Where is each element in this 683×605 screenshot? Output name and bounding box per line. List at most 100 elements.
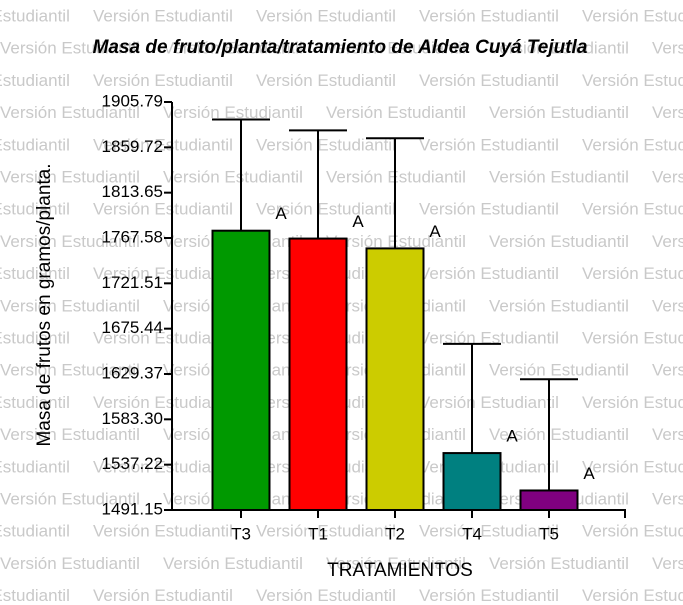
watermark: Versión Estudiantil <box>0 103 140 122</box>
watermark: Versión Estudiantil <box>0 457 70 476</box>
group-label: A <box>275 204 287 223</box>
group-label: A <box>506 427 518 446</box>
x-axis-label: TRATAMIENTOS <box>327 560 473 581</box>
x-tick-label: T2 <box>385 524 405 543</box>
chart-title: Masa de fruto/planta/tratamiento de Alde… <box>93 37 588 58</box>
bar <box>211 229 271 511</box>
watermark: Versión Estudiantil <box>0 6 70 25</box>
watermark: Versión Estudiantil <box>0 425 140 444</box>
watermark: Versión Estudiantil <box>489 167 629 186</box>
watermark: Versión Estudiantil <box>93 135 233 154</box>
watermark: Versión Estudiantil <box>93 457 233 476</box>
watermark: Versión Estudiantil <box>489 425 629 444</box>
watermark: Versión Estudiantil <box>0 489 140 508</box>
watermark: Versión Estudiantil <box>163 554 303 573</box>
watermark: Versión Estudiantil <box>582 264 683 283</box>
y-tick-label: 1583.30 <box>102 409 163 428</box>
watermark: Versión Estudiantil <box>93 328 233 347</box>
watermark: Versión Estudiantil <box>652 425 683 444</box>
watermark: Versión Estudiantil <box>93 264 233 283</box>
watermark: Versión Estudiantil <box>256 71 396 90</box>
watermark: Versión Estudiantil <box>93 6 233 25</box>
x-tick-label: T5 <box>539 524 559 543</box>
watermark: Versión Estudiantil <box>419 6 559 25</box>
watermark: Versión Estudiantil <box>582 522 683 541</box>
watermark: Versión Estudiantil <box>93 200 233 219</box>
watermark: Versión Estudiantil <box>326 39 466 58</box>
watermark: Versión Estudiantil <box>93 393 233 412</box>
watermark: Versión Estudiantil <box>0 554 140 573</box>
watermark: Versión Estudiantil <box>419 522 559 541</box>
watermark: Versión Estudiantil <box>0 264 70 283</box>
group-label: A <box>583 464 595 483</box>
watermark: Versión Estudiantil <box>256 135 396 154</box>
y-axis-label: Masa de frutos en gramos/planta. <box>34 163 55 446</box>
y-tick-label: 1859.72 <box>102 137 163 156</box>
watermark: Versión Estudiantil <box>0 586 70 605</box>
watermark: Versión Estudiantil <box>489 361 629 380</box>
watermark-layer: Versión Estudiantil Versión Estudiantil Ve… <box>0 6 683 605</box>
watermark: Versión Estudiantil <box>419 328 559 347</box>
watermark: Versión Estudiantil <box>256 200 396 219</box>
y-tick-label: 1813.65 <box>102 182 163 201</box>
watermark: Versión Estudiantil <box>652 167 683 186</box>
watermark: Versión Estudiantil <box>582 328 683 347</box>
y-tick-label: 1491.15 <box>102 499 163 518</box>
watermark: Versión Estudiantil <box>93 522 233 541</box>
watermark: Versión Estudiantil <box>0 71 70 90</box>
watermark: Versión Estudiantil <box>489 554 629 573</box>
watermark: Versión Estudiantil <box>419 264 559 283</box>
group-label: A <box>352 212 364 231</box>
watermark: Versión Estudiantil <box>0 296 140 315</box>
watermark: Versión Estudiantil <box>582 457 683 476</box>
watermark: Versión Estudiantil <box>0 328 70 347</box>
bar <box>519 489 579 511</box>
watermark: Versión Estudiantil <box>582 393 683 412</box>
group-label: A <box>429 222 441 241</box>
watermark: Versión Estudiantil <box>652 103 683 122</box>
y-tick-label: 1905.79 <box>102 91 163 110</box>
watermark: Versión Estudiantil <box>652 39 683 58</box>
watermark: Versión Estudiantil <box>163 103 303 122</box>
watermark: Versión Estudiantil <box>419 393 559 412</box>
watermark: Versión Estudiantil <box>0 361 140 380</box>
watermark: Versión Estudiantil <box>163 39 303 58</box>
x-tick-label: T4 <box>462 524 482 543</box>
watermark: Versión Estudiantil <box>0 135 70 154</box>
y-tick-label: 1675.44 <box>102 318 163 337</box>
watermark: Versión Estudiantil <box>256 6 396 25</box>
watermark: Versión Estudiantil <box>93 71 233 90</box>
watermark: Versión Estudiantil <box>652 361 683 380</box>
watermark: Versión Estudiantil <box>419 200 559 219</box>
watermark: Versión Estudiantil <box>163 167 303 186</box>
bar <box>288 237 348 511</box>
watermark: Versión Estudiantil <box>489 39 629 58</box>
watermark: Versión Estudiantil <box>652 489 683 508</box>
watermark: Versión Estudiantil <box>419 135 559 154</box>
watermark: Versión Estudiantil <box>419 71 559 90</box>
watermark: Versión Estudiantil <box>582 200 683 219</box>
watermark: Versión Estudiantil <box>0 522 70 541</box>
watermark: Versión Estudiantil <box>652 232 683 251</box>
watermark: Versión Estudiantil <box>0 232 140 251</box>
watermark: Versión Estudiantil <box>0 167 140 186</box>
watermark: Versión Estudiantil <box>256 522 396 541</box>
watermark: Versión Estudiantil <box>582 586 683 605</box>
watermark: Versión Estudiantil <box>652 296 683 315</box>
watermark: Versión Estudiantil <box>0 39 140 58</box>
x-tick-label: T3 <box>231 524 251 543</box>
watermark: Versión Estudiantil <box>489 103 629 122</box>
y-tick-label: 1629.37 <box>102 363 163 382</box>
watermark: Versión Estudiantil <box>582 6 683 25</box>
watermark: Versión Estudiantil <box>0 200 70 219</box>
watermark: Versión Estudiantil <box>326 554 466 573</box>
watermark: Versión Estudiantil <box>326 103 466 122</box>
bar <box>442 452 502 512</box>
watermark: Versión Estudiantil <box>489 296 629 315</box>
y-tick-label: 1767.58 <box>102 227 163 246</box>
y-tick-label: 1721.51 <box>102 273 163 292</box>
watermark: Versión Estudiantil <box>652 554 683 573</box>
watermark: Versión Estudiantil <box>93 586 233 605</box>
x-tick-label: T1 <box>308 524 328 543</box>
